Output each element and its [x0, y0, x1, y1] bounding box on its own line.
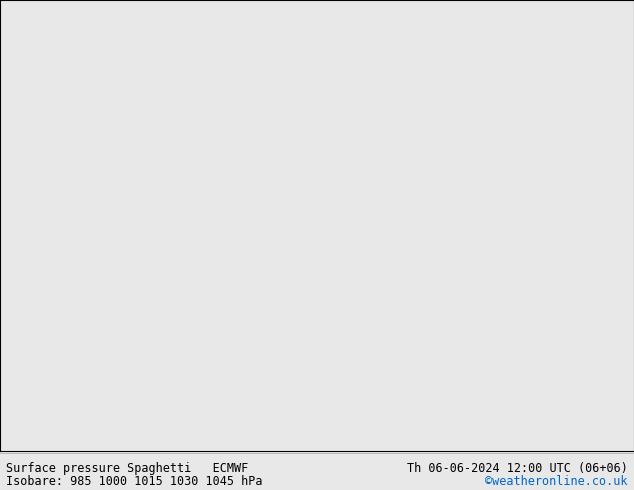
Text: Isobare: 985 1000 1015 1030 1045 hPa: Isobare: 985 1000 1015 1030 1045 hPa: [6, 475, 263, 488]
Text: ©weatheronline.co.uk: ©weatheronline.co.uk: [485, 475, 628, 488]
Text: Surface pressure Spaghetti   ECMWF: Surface pressure Spaghetti ECMWF: [6, 462, 249, 475]
Text: Th 06-06-2024 12:00 UTC (06+06): Th 06-06-2024 12:00 UTC (06+06): [407, 462, 628, 475]
